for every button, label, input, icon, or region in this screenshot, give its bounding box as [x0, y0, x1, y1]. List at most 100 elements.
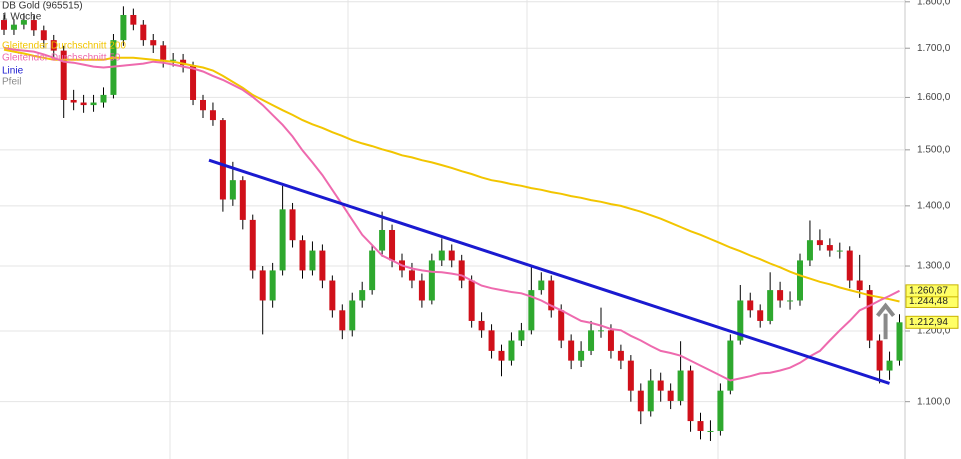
interval: 1 Woche: [2, 12, 42, 23]
candle-body: [418, 280, 425, 301]
legend-entry: Gleitender Durchschnitt 50: [2, 53, 121, 64]
candle-body: [558, 310, 565, 341]
end-labels: 1.212,94 1.244,481.260,87: [905, 284, 959, 329]
candle-body: [667, 390, 674, 401]
candle-body: [588, 330, 595, 351]
y-tick-label: 1.300,0: [917, 261, 951, 272]
y-tick-label: 1.100,0: [917, 396, 951, 407]
candle-body: [60, 50, 67, 100]
grid: 1.100,0 1.200,0 1.300,0 1.400,0 1.500,0 1.600…: [0, 0, 951, 407]
end-label-box: [905, 315, 959, 329]
candle-body: [498, 350, 505, 361]
candle-body: [578, 350, 585, 361]
candle-body: [289, 209, 296, 241]
candle-body: [797, 260, 803, 301]
candle-body: [319, 250, 326, 281]
candle-body: [627, 360, 634, 391]
candle-body: [150, 40, 157, 46]
candle-body: [468, 280, 475, 321]
candle-body: [1, 20, 7, 30]
y-tick-label: 1.400,0: [917, 200, 951, 211]
candle-body: [309, 250, 316, 271]
candle-body: [428, 260, 435, 301]
y-tick-label: 1.800,0: [917, 0, 951, 7]
candle-body: [70, 99, 77, 103]
candle-body: [339, 310, 346, 331]
candle-body: [767, 290, 774, 321]
candle-body: [249, 219, 256, 271]
legend-entry: Gleitender Durchschnitt 200: [2, 41, 126, 52]
candle-body: [538, 280, 545, 291]
candle-body: [866, 290, 873, 341]
candle-body: [598, 330, 604, 332]
candle-body: [876, 340, 883, 371]
candle-body: [737, 300, 744, 341]
candle-body: [707, 430, 714, 432]
candle-body: [269, 270, 276, 301]
y-tick-label: 1.500,0: [917, 144, 951, 155]
candle-body: [458, 260, 465, 281]
candle-body: [687, 370, 694, 422]
arrow-head: [876, 302, 896, 317]
candle-body: [160, 45, 167, 60]
candle-body: [329, 280, 336, 311]
candle-body: [677, 370, 684, 401]
candle-body: [717, 390, 724, 431]
candle-body: [727, 340, 734, 391]
marks: [1, 6, 903, 441]
candle-body: [10, 24, 17, 30]
candle-body: [259, 270, 266, 301]
candle-body: [239, 180, 246, 220]
candle-body: [448, 250, 455, 261]
legend-entry: Linie: [2, 66, 24, 77]
candle-body: [299, 240, 306, 271]
candle-body: [478, 320, 485, 331]
candle-body: [200, 99, 206, 111]
candle-body: [50, 40, 57, 51]
candle-body: [528, 290, 535, 331]
candle-body: [548, 280, 555, 311]
candle-body: [100, 94, 107, 103]
candle-body: [607, 330, 614, 351]
line-series: [208, 158, 890, 385]
end-label-box: [905, 284, 959, 298]
candle-body: [657, 380, 664, 391]
y-tick-label: 1.600,0: [917, 92, 951, 103]
line-series: [3, 46, 900, 382]
candle-body: [140, 24, 147, 41]
y-tick-label: 1.700,0: [917, 43, 951, 54]
candle-body: [80, 102, 87, 106]
candle-body: [816, 240, 823, 246]
candle-body: [647, 380, 654, 412]
candle-body: [359, 290, 366, 301]
legend-entry: Pfeil: [2, 77, 21, 88]
candle-body: [40, 30, 47, 41]
candle-body: [508, 340, 515, 361]
candle-body: [826, 245, 833, 251]
candle-body: [229, 180, 236, 200]
candle-body: [349, 300, 356, 331]
candle-body: [617, 350, 624, 361]
y-tick-label: 1.200,0: [917, 326, 951, 337]
candle-body: [637, 390, 644, 412]
candle-body: [90, 102, 97, 106]
candle-body: [856, 280, 863, 291]
candle-body: [30, 20, 37, 31]
candle-body: [438, 250, 445, 261]
candle-body: [806, 240, 813, 261]
candle-body: [180, 59, 187, 66]
end-label: 1.212,94: [909, 317, 948, 328]
candle-body: [120, 14, 127, 41]
candle-body: [130, 14, 137, 25]
candle-body: [697, 421, 704, 431]
date-grid: [169, 0, 719, 459]
candle-body: [886, 360, 893, 371]
plot-area: [0, 0, 905, 459]
legend: DB Gold (965515) Gleitender Durchschnitt …: [2, 1, 126, 88]
candle-body: [369, 250, 376, 291]
candle-body: [846, 250, 853, 281]
end-label: 1.244,48: [909, 296, 948, 307]
candle-body: [379, 229, 386, 251]
candle-body: [757, 310, 764, 321]
candle-body: [568, 340, 575, 361]
